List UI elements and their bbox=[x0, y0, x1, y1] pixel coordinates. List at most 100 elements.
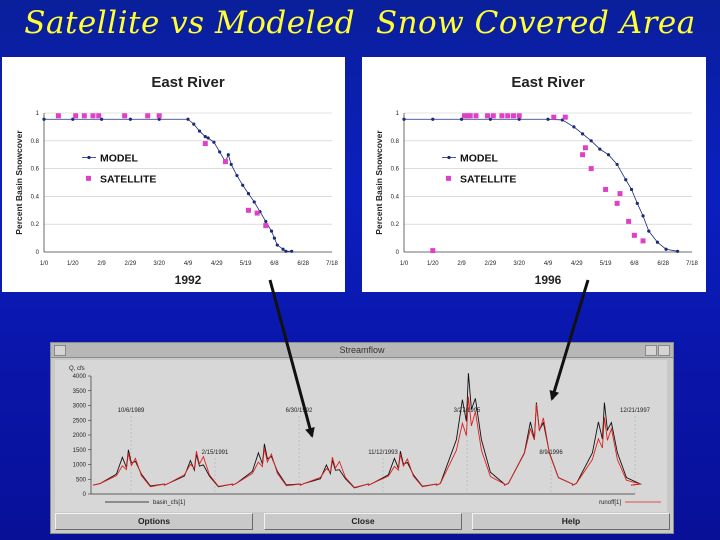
model-point bbox=[229, 162, 233, 167]
x-tick-label: 11/12/1993 bbox=[368, 450, 398, 456]
window-menu-button[interactable] bbox=[54, 345, 66, 356]
y-tick-label: 500 bbox=[76, 477, 87, 483]
x-tick-label: 5/19 bbox=[240, 261, 252, 267]
satellite-point bbox=[640, 238, 646, 244]
y-axis-label: Percent Basin Snowcover bbox=[14, 130, 24, 235]
y-tick-label: 0.4 bbox=[31, 194, 40, 200]
model-point bbox=[226, 153, 230, 157]
satellite-point bbox=[582, 145, 588, 151]
x-tick-label: 2/9 bbox=[457, 261, 466, 267]
legend-satellite-label: SATELLITE bbox=[460, 173, 516, 185]
x-tick-label: 3/20 bbox=[513, 261, 525, 267]
x-tick-label: 6/8 bbox=[630, 261, 639, 267]
model-point bbox=[629, 187, 634, 192]
help-button[interactable]: Help bbox=[472, 513, 670, 530]
satellite-point bbox=[81, 113, 87, 119]
window-titlebar[interactable]: Streamflow bbox=[51, 343, 673, 358]
model-point bbox=[218, 150, 222, 154]
satellite-point bbox=[467, 113, 473, 119]
y-tick-label: 2000 bbox=[73, 433, 87, 439]
options-button[interactable]: Options bbox=[55, 513, 253, 530]
satellite-point bbox=[430, 248, 436, 254]
satellite-point bbox=[73, 113, 79, 119]
model-point bbox=[275, 243, 279, 247]
x-tick-label: 6/30/1992 bbox=[286, 408, 313, 414]
window-minimize-button[interactable] bbox=[645, 345, 657, 356]
x-tick-label: 4/9 bbox=[544, 261, 553, 267]
model-point bbox=[212, 140, 216, 144]
chart-title: East River bbox=[511, 74, 585, 91]
satellite-point bbox=[254, 210, 260, 216]
model-point bbox=[402, 117, 406, 121]
model-point bbox=[676, 249, 680, 253]
model-point bbox=[264, 219, 268, 224]
x-tick-label: 4/29 bbox=[571, 261, 583, 267]
model-point bbox=[655, 240, 660, 244]
satellite-point bbox=[490, 113, 496, 119]
satellite-point bbox=[516, 113, 522, 119]
model-point bbox=[197, 129, 202, 133]
satellite-point bbox=[461, 113, 467, 119]
satellite-point bbox=[55, 113, 61, 119]
window-title: Streamflow bbox=[339, 345, 385, 355]
model-point bbox=[269, 229, 274, 233]
window-maximize-button[interactable] bbox=[658, 345, 670, 356]
chart-panel-1992: East River 0 0.2 0.4 0.6 0.8 1 1/0 1/20 2/9 2/29 3/… bbox=[2, 57, 345, 292]
legend-model-label: runoff[1] bbox=[599, 500, 621, 506]
model-point bbox=[290, 249, 294, 253]
y-tick-label: 0 bbox=[36, 250, 40, 256]
slide-title: Satellite vs Modeled Snow Covered Area bbox=[24, 5, 696, 41]
model-point bbox=[157, 117, 161, 121]
x-tick-label: 6/8 bbox=[270, 261, 279, 267]
satellite-point bbox=[473, 113, 479, 119]
satellite-point bbox=[617, 191, 623, 197]
y-tick-label: 0.8 bbox=[391, 139, 400, 145]
x-tick-label: 1/20 bbox=[67, 261, 79, 267]
x-tick-label: 1/0 bbox=[400, 261, 409, 267]
y-tick-label: 0.6 bbox=[391, 167, 400, 173]
satellite-point bbox=[626, 218, 632, 224]
satellite-point bbox=[499, 113, 505, 119]
model-point bbox=[606, 153, 611, 157]
satellite-point bbox=[90, 113, 96, 119]
y-tick-label: 0.2 bbox=[391, 222, 400, 228]
y-tick-label: 0 bbox=[396, 250, 400, 256]
legend-satellite-label: SATELLITE bbox=[100, 173, 156, 185]
legend-model-marker bbox=[87, 155, 91, 160]
x-tick-label: 6/28 bbox=[297, 261, 309, 267]
satellite-point bbox=[631, 232, 637, 238]
model-point bbox=[252, 200, 256, 204]
satellite-point bbox=[96, 113, 102, 119]
x-tick-label: 12/21/1997 bbox=[620, 408, 651, 414]
close-button[interactable]: Close bbox=[264, 513, 462, 530]
legend-model-label: MODEL bbox=[100, 152, 139, 164]
satellite-point bbox=[156, 113, 162, 119]
y-tick-label: 1500 bbox=[73, 448, 87, 454]
satellite-point bbox=[485, 113, 491, 119]
legend-observed-label: basin_cfs[1] bbox=[153, 500, 185, 506]
snowcover-chart-1992: East River 0 0.2 0.4 0.6 0.8 1 1/0 1/20 2/9 2/29 3/… bbox=[14, 74, 338, 287]
legend-satellite-marker bbox=[446, 175, 451, 181]
chart-title: East River bbox=[151, 74, 225, 91]
satellite-point bbox=[562, 114, 568, 120]
model-point bbox=[246, 192, 251, 196]
y-tick-label: 2500 bbox=[73, 418, 87, 424]
y-tick-label: 4000 bbox=[73, 374, 87, 380]
model-point bbox=[572, 125, 576, 129]
model-point bbox=[460, 117, 464, 121]
y-tick-label: 1000 bbox=[73, 463, 87, 469]
y-tick-label: 0.4 bbox=[391, 194, 400, 200]
x-tick-label: 2/29 bbox=[485, 261, 497, 267]
satellite-point bbox=[505, 113, 511, 119]
satellite-point bbox=[580, 152, 586, 158]
satellite-point bbox=[263, 223, 269, 229]
x-tick-label: 2/9 bbox=[97, 261, 106, 267]
button-row: Options Close Help bbox=[51, 513, 673, 533]
y-tick-label: 0.2 bbox=[31, 222, 40, 228]
snowcover-chart-1996: East River 0 0.2 0.4 0.6 0.8 1 1/0 1/20 2/9 2/29 3/… bbox=[374, 74, 698, 287]
x-tick-label: 10/6/1989 bbox=[118, 408, 145, 414]
model-point bbox=[647, 229, 651, 233]
legend-model-marker bbox=[447, 155, 451, 160]
streamflow-plot-area: Q, cfs 0 500 1000 1500 2000 2500 3000 3500 4000 10… bbox=[55, 360, 667, 512]
x-tick-label: 4/29 bbox=[211, 261, 223, 267]
